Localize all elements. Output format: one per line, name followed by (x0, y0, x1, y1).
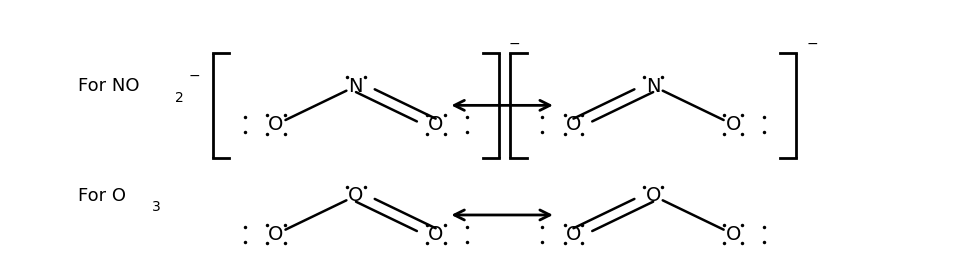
Text: 3: 3 (152, 200, 161, 215)
Text: For O: For O (78, 187, 126, 205)
Text: −: − (509, 37, 521, 51)
Text: O: O (725, 225, 741, 244)
Text: O: O (348, 186, 364, 205)
Text: O: O (725, 115, 741, 134)
Text: For NO: For NO (78, 77, 139, 95)
Text: O: O (268, 225, 284, 244)
Text: O: O (566, 115, 581, 134)
Text: −: − (806, 37, 818, 51)
Text: O: O (428, 115, 444, 134)
Text: −: − (188, 69, 200, 83)
Text: N: N (349, 77, 363, 96)
Text: O: O (428, 225, 444, 244)
Text: O: O (268, 115, 284, 134)
Text: O: O (566, 225, 581, 244)
Text: 2: 2 (175, 91, 183, 105)
Text: O: O (645, 186, 661, 205)
Text: N: N (646, 77, 660, 96)
